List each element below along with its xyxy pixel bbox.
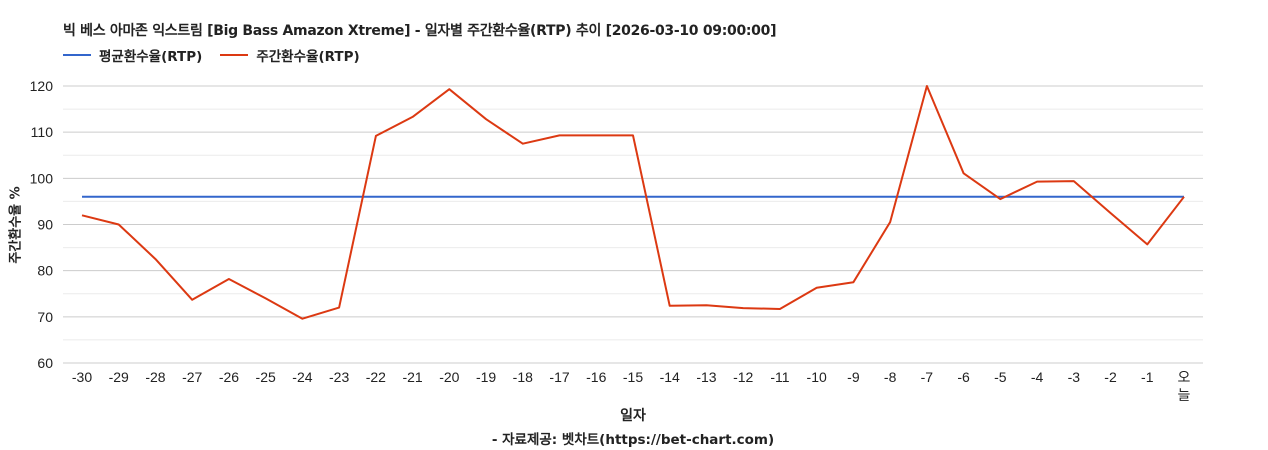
legend-label-average: 평균환수율(RTP) xyxy=(99,49,203,65)
legend-item-weekly[interactable]: 주간환수율(RTP) xyxy=(220,45,360,65)
legend-label-weekly: 주간환수율(RTP) xyxy=(256,49,360,65)
y-tick-label: 110 xyxy=(31,124,54,140)
x-tick-label: -17 xyxy=(549,369,569,385)
legend-swatch-weekly xyxy=(220,54,249,56)
legend: 평균환수율(RTP) 주간환수율(RTP) xyxy=(63,45,360,65)
x-tick-label: -10 xyxy=(807,369,827,385)
x-tick-label: -25 xyxy=(256,369,276,385)
y-tick-label: 100 xyxy=(30,170,54,186)
x-tick-label: -30 xyxy=(72,369,92,385)
y-tick-label: 90 xyxy=(37,217,53,233)
x-tick-label: -14 xyxy=(660,369,680,385)
y-tick-label: 80 xyxy=(37,263,53,279)
x-tick-label: -27 xyxy=(182,369,202,385)
x-tick-label: -16 xyxy=(586,369,606,385)
x-tick-label: -6 xyxy=(957,369,970,385)
x-tick-label: -26 xyxy=(219,369,239,385)
x-tick-label: -12 xyxy=(733,369,753,385)
series-lines xyxy=(81,85,1185,320)
x-axis-ticks: -30 -29 -28 -27 -26 -25 -24 -23 -22 -21 -20 -19 -18-… xyxy=(72,369,1191,404)
x-tick-label: -15 xyxy=(623,369,643,385)
source-credit: - 자료제공: 벳차트(https://bet-chart.com) xyxy=(491,432,775,448)
x-tick-label: -18 xyxy=(513,369,533,385)
x-tick-label: -28 xyxy=(145,369,165,385)
gridlines xyxy=(63,85,1203,364)
x-tick-label: -23 xyxy=(329,369,349,385)
x-tick-label: 오 xyxy=(1178,370,1191,386)
x-tick-label: 늘 xyxy=(1178,388,1191,404)
legend-item-average[interactable]: 평균환수율(RTP) xyxy=(63,45,202,65)
x-tick-label: -5 xyxy=(994,369,1007,385)
x-axis-label: 일자 xyxy=(620,408,646,424)
x-tick-label: -3 xyxy=(1068,369,1081,385)
x-tick-label: -21 xyxy=(402,369,422,385)
y-tick-label: 120 xyxy=(30,78,54,94)
series-line-weekly xyxy=(81,85,1185,320)
y-axis-ticks: 60 70 80 90 100 110 120 xyxy=(30,78,54,371)
x-tick-label: -11 xyxy=(770,369,789,385)
x-tick-label: -24 xyxy=(292,369,312,385)
x-tick-label: -19 xyxy=(476,369,496,385)
x-tick-label: -7 xyxy=(921,369,934,385)
x-tick-label: -8 xyxy=(884,369,897,385)
x-tick-label: -29 xyxy=(109,369,129,385)
x-tick-label: -1 xyxy=(1141,369,1154,385)
x-tick-label: -9 xyxy=(847,369,860,385)
x-tick-label: -4 xyxy=(1031,369,1044,385)
x-tick-label: -20 xyxy=(439,369,459,385)
chart-title: 빅 베스 아마존 익스트림 [Big Bass Amazon Xtreme] -… xyxy=(63,23,777,39)
y-tick-label: 60 xyxy=(37,355,53,371)
y-axis-label: 주간환수율 % xyxy=(8,186,24,264)
x-tick-label: -13 xyxy=(696,369,716,385)
x-tick-label: -2 xyxy=(1104,369,1117,385)
y-tick-label: 70 xyxy=(37,309,53,325)
legend-swatch-average xyxy=(63,54,91,56)
x-tick-label: -22 xyxy=(366,369,386,385)
